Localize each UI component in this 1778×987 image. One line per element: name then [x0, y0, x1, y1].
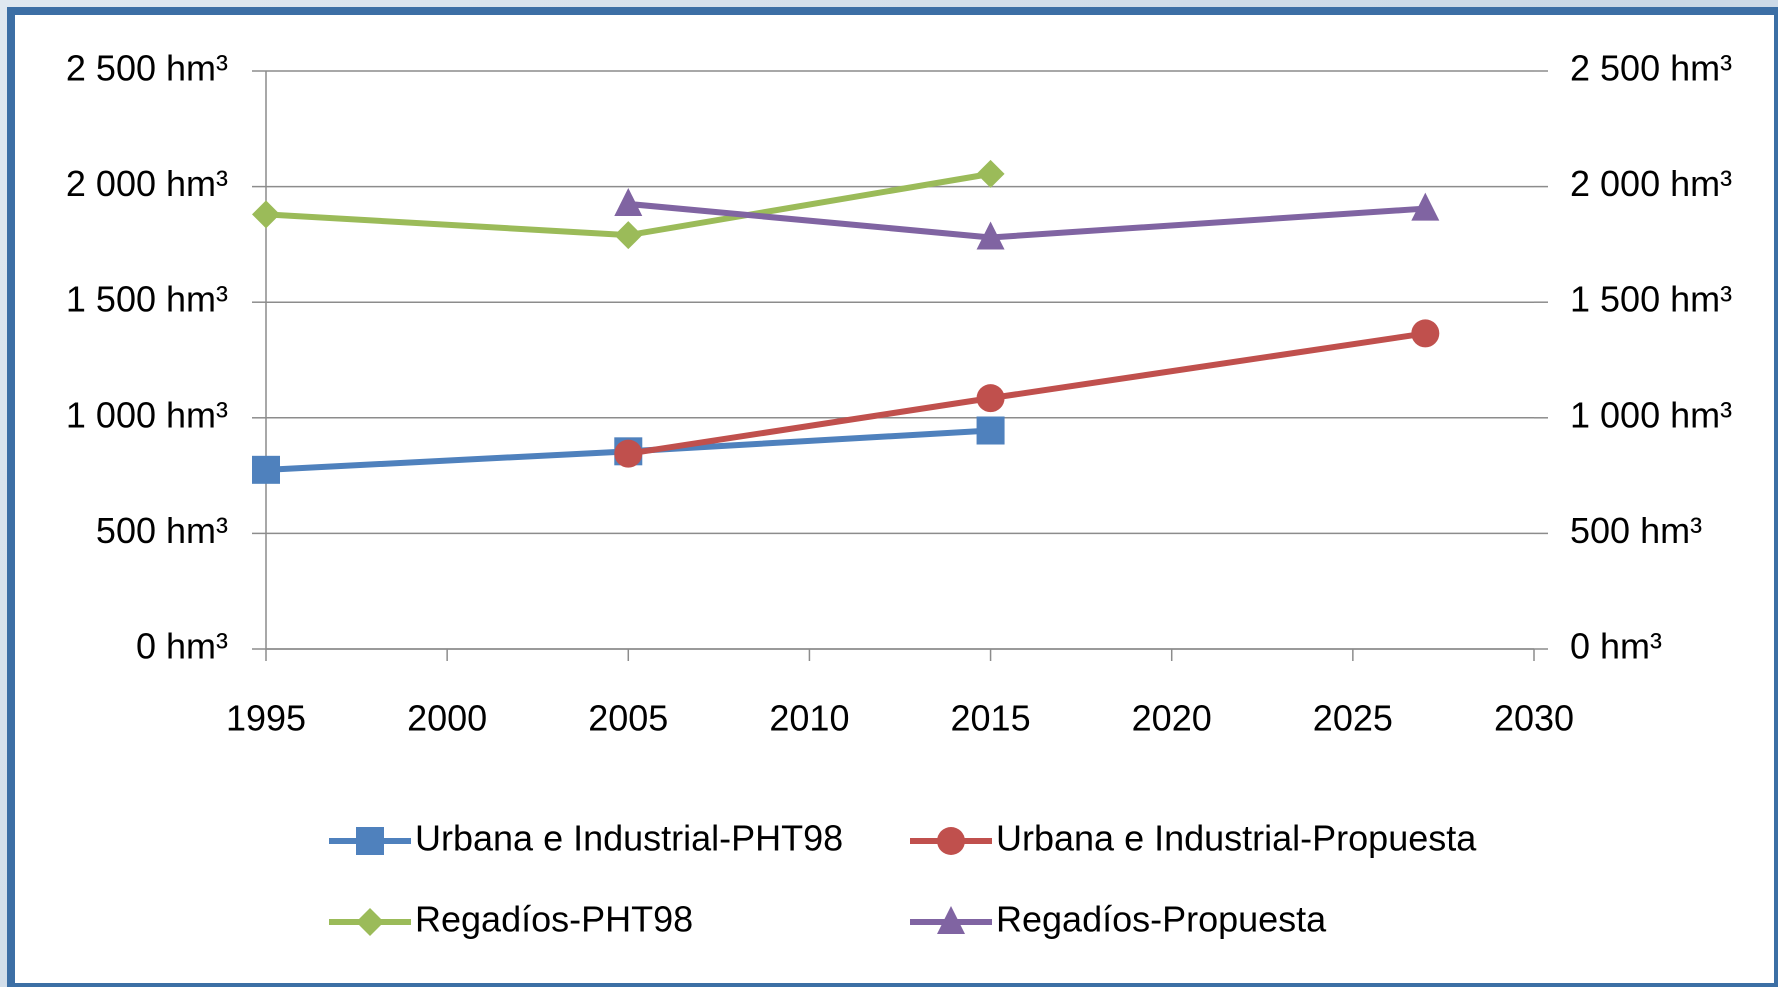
- marker: [614, 187, 643, 216]
- x-tick-label: 2010: [769, 698, 849, 739]
- legend-marker: [356, 827, 384, 855]
- marker: [976, 221, 1005, 250]
- y2-tick-label: 2 500 hm³: [1570, 48, 1732, 89]
- marker: [976, 416, 1005, 445]
- legend-label: Regadíos-PHT98: [415, 899, 693, 940]
- x-tick-label: 2000: [407, 698, 487, 739]
- marker: [252, 200, 280, 229]
- y2-tick-label: 1 000 hm³: [1570, 394, 1732, 435]
- y-tick-label: 2 500 hm³: [66, 48, 228, 89]
- x-tick-label: 2030: [1494, 698, 1574, 739]
- legend-label: Urbana e Industrial-PHT98: [415, 818, 843, 859]
- y-tick-label: 0 hm³: [136, 626, 228, 667]
- y-tick-label: 1 000 hm³: [66, 394, 228, 435]
- marker: [252, 455, 280, 484]
- x-tick-label: 2005: [588, 698, 668, 739]
- y2-tick-label: 2 000 hm³: [1570, 163, 1732, 204]
- chart-frame: [7, 7, 1778, 987]
- legend-label: Urbana e Industrial-Propuesta: [996, 818, 1477, 859]
- y2-tick-label: 1 500 hm³: [1570, 279, 1732, 320]
- x-tick-label: 2015: [951, 698, 1031, 739]
- marker: [1411, 319, 1440, 348]
- y-tick-label: 1 500 hm³: [66, 279, 228, 320]
- legend-marker: [356, 908, 384, 936]
- marker: [1411, 192, 1440, 221]
- legend-marker: [937, 906, 965, 934]
- legend-marker: [937, 827, 965, 855]
- y2-tick-label: 500 hm³: [1570, 510, 1702, 551]
- x-tick-label: 1995: [226, 698, 306, 739]
- y-tick-label: 500 hm³: [96, 510, 228, 551]
- y2-tick-label: 0 hm³: [1570, 626, 1662, 667]
- legend-label: Regadíos-Propuesta: [996, 899, 1327, 940]
- marker: [614, 439, 643, 468]
- marker: [614, 221, 643, 250]
- x-tick-label: 2020: [1132, 698, 1212, 739]
- marker: [976, 384, 1005, 413]
- x-tick-label: 2025: [1313, 698, 1393, 739]
- marker: [976, 159, 1005, 188]
- y-tick-label: 2 000 hm³: [66, 163, 228, 204]
